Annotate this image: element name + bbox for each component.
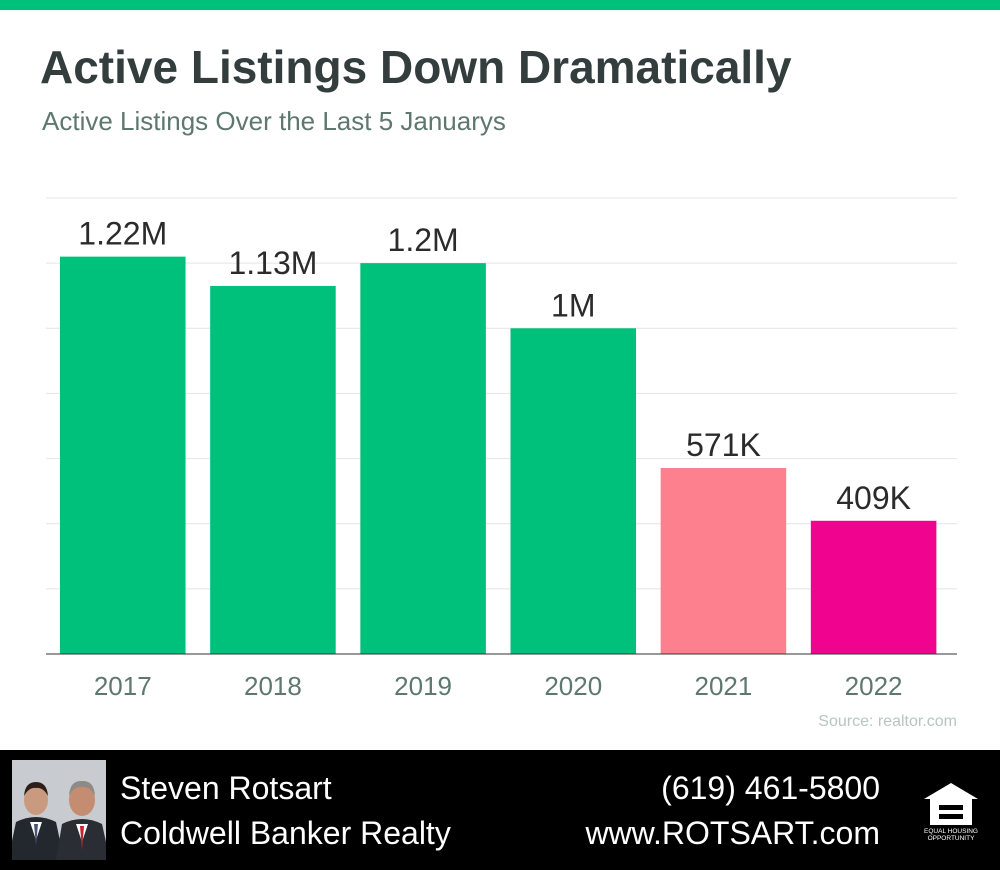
value-label: 1.2M bbox=[388, 222, 459, 258]
x-tick-label: 2017 bbox=[94, 671, 152, 701]
top-accent-bar bbox=[0, 0, 1000, 10]
value-label: 1.13M bbox=[228, 245, 317, 281]
value-label: 409K bbox=[836, 480, 911, 516]
bar-2020 bbox=[510, 328, 637, 654]
value-label: 1.22M bbox=[78, 216, 167, 252]
page-subtitle: Active Listings Over the Last 5 Januarys bbox=[42, 106, 506, 136]
x-axis-ticks: 2017 2018 2019 2020 2021 2022 bbox=[94, 671, 903, 701]
bar-2019 bbox=[360, 263, 486, 654]
bar-2021 bbox=[660, 468, 787, 654]
svg-text:EQUAL HOUSING: EQUAL HOUSING bbox=[924, 828, 978, 835]
bars bbox=[60, 256, 937, 654]
equal-housing-opportunity-logo-icon: EQUAL HOUSING OPPORTUNITY bbox=[920, 781, 982, 842]
bar-2022 bbox=[810, 520, 937, 654]
footer-bar: Steven Rotsart Coldwell Banker Realty (6… bbox=[0, 750, 1000, 870]
gridlines bbox=[46, 197, 957, 590]
source-note: Source: realtor.com bbox=[818, 713, 957, 730]
phone-number[interactable]: (619) 461-5800 bbox=[661, 770, 880, 806]
x-tick-label: 2021 bbox=[695, 671, 753, 701]
bar-2017 bbox=[60, 256, 186, 654]
agent-name: Steven Rotsart bbox=[120, 770, 332, 806]
bar-chart: 1.22M 1.13M 1.2M 1M 571K 409K 2017 2018 2019 202… bbox=[46, 197, 957, 701]
x-tick-label: 2022 bbox=[845, 671, 903, 701]
x-tick-label: 2019 bbox=[394, 671, 452, 701]
x-tick-label: 2020 bbox=[544, 671, 602, 701]
agent-photo-icon bbox=[12, 760, 106, 860]
value-label: 1M bbox=[551, 287, 595, 323]
value-label: 571K bbox=[686, 427, 761, 463]
x-tick-label: 2018 bbox=[244, 671, 302, 701]
company-name: Coldwell Banker Realty bbox=[120, 815, 451, 851]
value-labels: 1.22M 1.13M 1.2M 1M 571K 409K bbox=[78, 216, 911, 516]
page-title: Active Listings Down Dramatically bbox=[40, 41, 792, 93]
website-link[interactable]: www.ROTSART.com bbox=[585, 815, 880, 851]
svg-text:OPPORTUNITY: OPPORTUNITY bbox=[928, 835, 975, 841]
bar-2018 bbox=[210, 285, 336, 654]
